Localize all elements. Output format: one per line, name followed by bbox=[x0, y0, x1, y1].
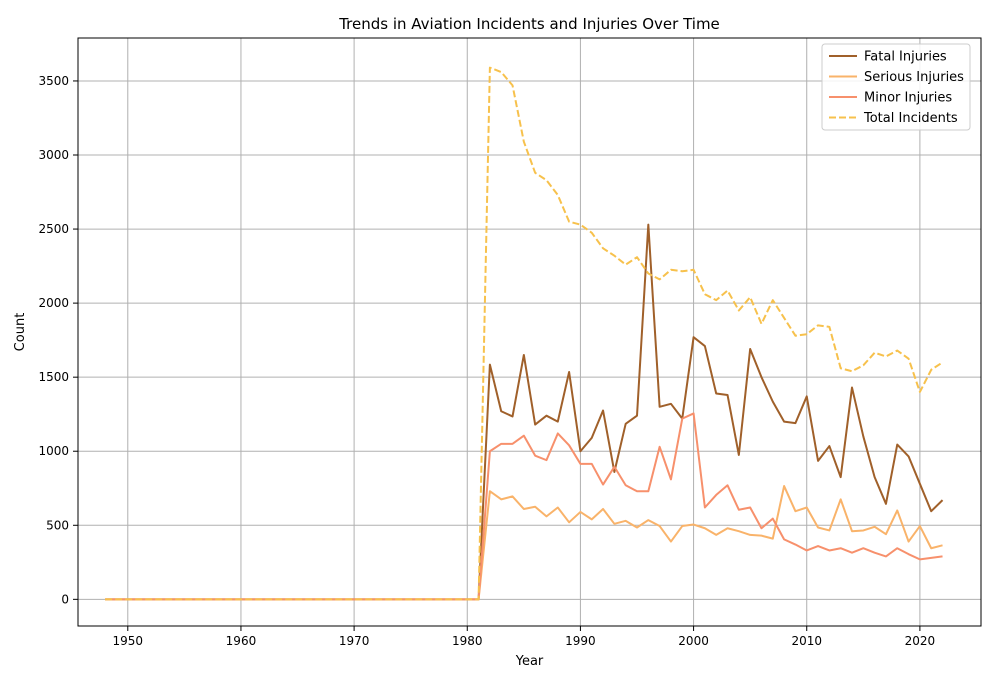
x-tick-label: 1990 bbox=[565, 634, 596, 648]
chart-title: Trends in Aviation Incidents and Injurie… bbox=[338, 15, 720, 33]
x-axis-label: Year bbox=[515, 654, 544, 669]
series-line-minor-injuries bbox=[105, 412, 943, 601]
tick-labels: 1950 1960 1970 1980 1990 2000 2010 2020 0 500 1000… bbox=[38, 74, 935, 648]
axes-frame bbox=[77, 37, 982, 627]
y-tick-label: 500 bbox=[46, 518, 69, 532]
x-tick-label: 2020 bbox=[905, 634, 936, 648]
series-lines bbox=[105, 66, 944, 601]
x-tick-label: 1980 bbox=[452, 634, 483, 648]
y-tick-label: 3500 bbox=[38, 74, 69, 88]
axes bbox=[77, 37, 982, 627]
x-tick-label: 1970 bbox=[339, 634, 370, 648]
series-line-total-incidents bbox=[105, 66, 944, 601]
x-tick-label: 1960 bbox=[226, 634, 257, 648]
x-tick-label: 2000 bbox=[678, 634, 709, 648]
legend: Fatal Injuries Serious Injuries Minor Inju… bbox=[821, 43, 971, 131]
legend-box bbox=[821, 43, 971, 131]
y-tick-label: 1000 bbox=[38, 444, 69, 458]
legend-label: Total Incidents bbox=[863, 111, 958, 126]
y-axis-label: Count bbox=[13, 313, 28, 352]
x-tick-label: 2010 bbox=[791, 634, 822, 648]
legend-label: Fatal Injuries bbox=[864, 50, 947, 65]
y-tick-label: 2500 bbox=[38, 222, 69, 236]
y-tick-label: 2000 bbox=[38, 296, 69, 310]
legend-label: Serious Injuries bbox=[864, 70, 964, 85]
legend-label: Minor Injuries bbox=[864, 91, 952, 106]
series-line-fatal-injuries bbox=[105, 223, 944, 601]
series-line-serious-injuries bbox=[105, 485, 943, 601]
y-tick-label: 3000 bbox=[38, 148, 69, 162]
x-tick-label: 1950 bbox=[113, 634, 144, 648]
y-tick-label: 0 bbox=[61, 592, 69, 606]
y-tick-label: 1500 bbox=[38, 370, 69, 384]
